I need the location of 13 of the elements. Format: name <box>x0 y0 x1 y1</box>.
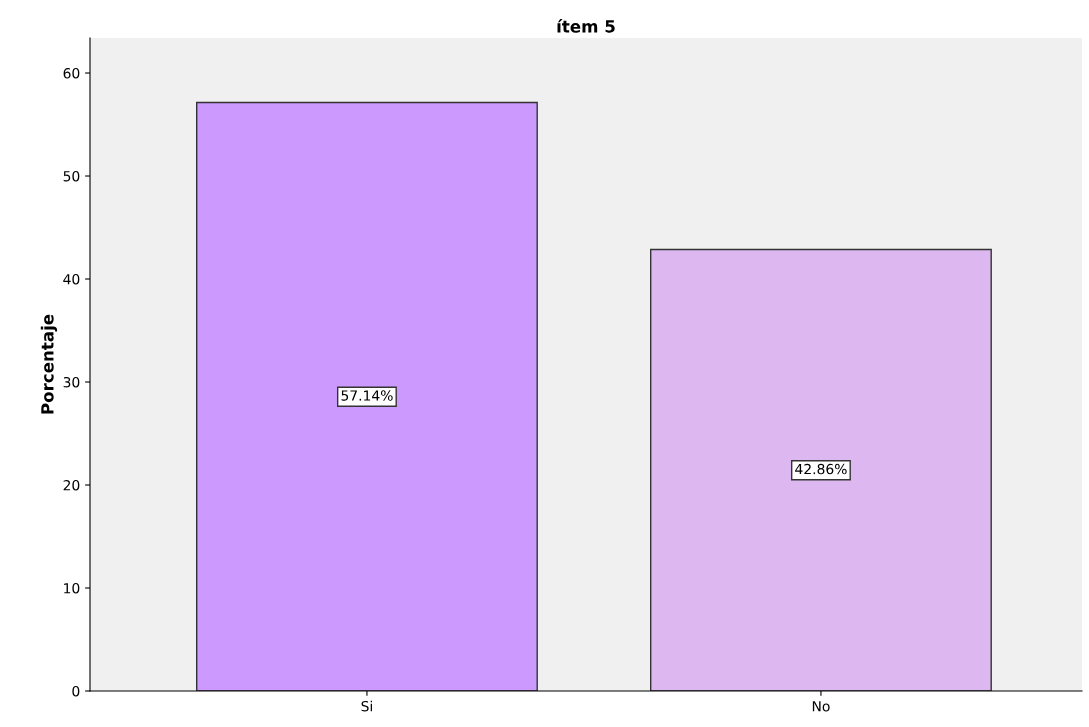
y-tick-label: 50 <box>63 170 80 182</box>
y-tick-label: 30 <box>63 376 80 388</box>
y-axis-title: Porcentaje <box>40 314 58 414</box>
x-tick-label: Si <box>361 700 372 712</box>
y-tick-label: 60 <box>63 67 80 79</box>
data-label: 57.14% <box>341 390 393 401</box>
y-tick-label: 40 <box>63 273 80 285</box>
y-tick-label: 0 <box>72 685 80 697</box>
y-tick-label: 10 <box>64 582 80 594</box>
y-tick-label: 20 <box>63 479 80 491</box>
data-label: 42.86% <box>795 463 847 475</box>
x-tick-label: No <box>812 701 830 712</box>
chart-title: ítem 5 <box>557 19 615 33</box>
